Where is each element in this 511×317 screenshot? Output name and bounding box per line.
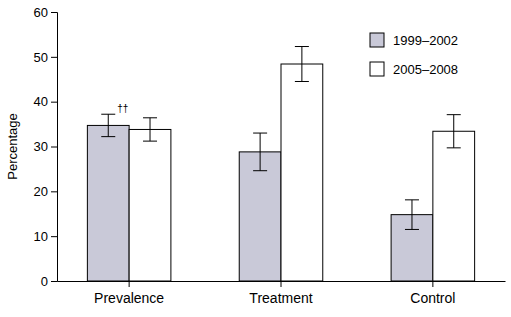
tick: 20 — [34, 184, 57, 199]
error-bar — [447, 115, 461, 148]
tick-mark — [129, 281, 130, 287]
tick-mark — [51, 281, 57, 282]
bar-series — [87, 125, 432, 281]
tick-label: Control — [410, 290, 455, 306]
bar — [87, 125, 129, 281]
bar — [281, 64, 323, 281]
bar-series — [129, 64, 474, 281]
tick-label: 40 — [34, 94, 48, 109]
bar — [433, 131, 475, 281]
chart: 0102030405060PrevalenceTreatmentControlP… — [0, 0, 511, 317]
tick-mark — [51, 236, 57, 237]
tick-mark — [51, 102, 57, 103]
annotation: †† — [117, 103, 128, 114]
tick: 10 — [34, 229, 57, 244]
error-bar — [253, 133, 267, 171]
tick: 40 — [34, 94, 57, 109]
tick: 50 — [34, 49, 57, 64]
tick-label: 60 — [34, 5, 48, 20]
tick-mark — [51, 191, 57, 192]
x-axis: Prevalence Treatment Control — [58, 281, 506, 306]
tick-mark — [281, 281, 282, 287]
tick-label: Treatment — [249, 290, 312, 306]
bar — [129, 129, 171, 281]
tick: Prevalence — [94, 281, 164, 306]
tick-mark — [51, 57, 57, 58]
error-bar — [101, 114, 115, 136]
plot-area — [87, 47, 474, 281]
legend-swatch — [370, 33, 384, 47]
axis-line — [51, 13, 58, 282]
tick: 60 — [34, 5, 57, 20]
tick-label: Prevalence — [94, 290, 164, 306]
tick: 30 — [34, 139, 57, 154]
tick-label: 20 — [34, 184, 48, 199]
bar — [239, 152, 281, 281]
error-bar — [295, 47, 309, 82]
tick-label: 50 — [34, 49, 48, 64]
axis-title: Percentage — [5, 113, 20, 180]
tick: Control — [410, 281, 455, 306]
tick-label: 0 — [41, 274, 48, 289]
tick-label: 10 — [34, 229, 48, 244]
legend: 1999–2002 2005–2008 — [370, 33, 458, 77]
error-bar — [405, 200, 419, 230]
tick-mark — [51, 147, 57, 148]
tick-mark — [432, 281, 433, 287]
tick: 0 — [41, 274, 57, 289]
error-bar — [143, 118, 157, 141]
tick: Treatment — [249, 281, 312, 306]
legend-swatch — [370, 62, 384, 76]
error-bars — [143, 47, 461, 148]
legend-label: 1999–2002 — [393, 33, 458, 48]
tick-label: 30 — [34, 139, 48, 154]
tick-mark — [51, 12, 57, 13]
legend-label: 2005–2008 — [393, 62, 458, 77]
y-axis: 0 10 20 30 40 50 60 — [34, 5, 58, 289]
